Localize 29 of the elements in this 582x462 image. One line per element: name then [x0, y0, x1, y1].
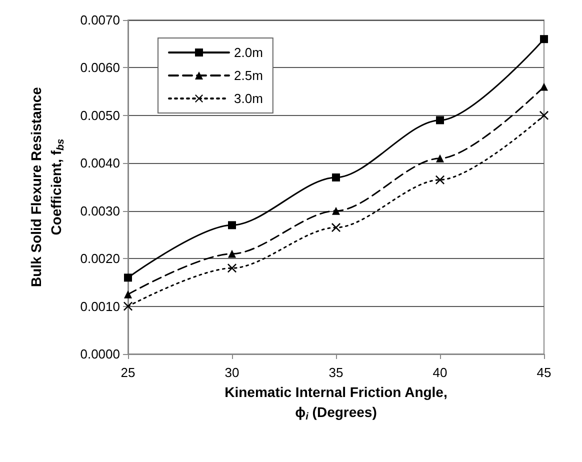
- y-tick-label: 0.0060: [80, 60, 120, 76]
- y-tick-label: 0.0030: [80, 203, 120, 218]
- point: [228, 250, 236, 258]
- point: [124, 274, 132, 282]
- point: [436, 116, 444, 124]
- point: [436, 175, 444, 184]
- y-tick-label: 0.0040: [80, 156, 120, 171]
- y-tick-label: 0.0010: [80, 298, 120, 314]
- y-tick-label: 0.0050: [80, 108, 120, 123]
- legend-label: 3.0m: [234, 91, 263, 106]
- x-tick-label: 25: [120, 365, 136, 380]
- x-tick-label: 30: [224, 365, 240, 380]
- point: [332, 173, 340, 182]
- point: [228, 221, 236, 230]
- y-tick-label: 0.0020: [80, 251, 120, 266]
- x-tick-label: 45: [536, 365, 552, 380]
- x-tick-label: 40: [432, 365, 448, 380]
- y-tick-label: 0.0070: [80, 12, 120, 28]
- y-tick-label: 0.0000: [80, 346, 120, 362]
- point: [436, 154, 444, 162]
- x-tick-label: 35: [328, 365, 344, 380]
- point: [540, 35, 548, 44]
- legend-label: 2.0m: [234, 45, 263, 60]
- point: [124, 302, 132, 311]
- point: [540, 82, 548, 91]
- point: [332, 206, 340, 215]
- point: [124, 290, 132, 298]
- legend-label: 2.5m: [234, 68, 263, 83]
- point: [228, 264, 236, 273]
